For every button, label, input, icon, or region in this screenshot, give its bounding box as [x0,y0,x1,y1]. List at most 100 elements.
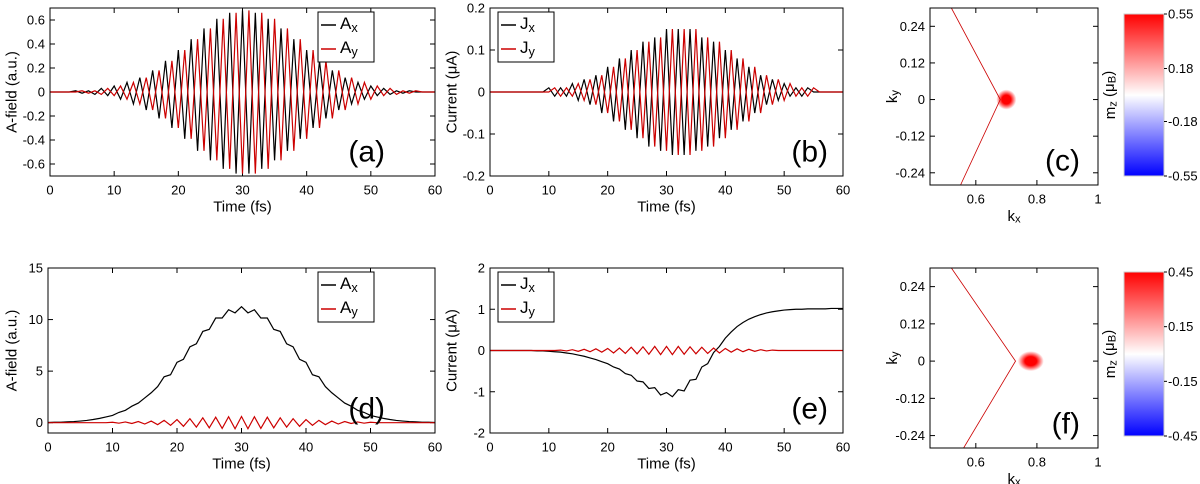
x-tick-label: 1 [1094,192,1101,207]
legend-label: Jx [520,274,536,295]
x-tick-label: 50 [777,440,791,455]
x-tick-label: 20 [171,183,185,198]
panel-label: (b) [791,136,828,169]
x-tick-label: 60 [428,440,442,455]
colorbar-tick-label: -0.55 [1168,169,1198,184]
series-line [50,10,435,174]
plot-frame [49,7,436,177]
y-tick-label: -0.24 [895,428,925,443]
y-tick-label: 0 [478,85,485,100]
x-tick-label: 40 [718,440,732,455]
legend-label: Jx [520,14,536,35]
x-axis-label: kx [1007,208,1021,226]
y-axis-label: Current (μA) [444,309,461,392]
colorbar [1123,271,1165,437]
x-tick-label: 60 [428,183,442,198]
y-tick-label: -1 [473,384,485,399]
legend-label: Ax [340,274,358,295]
plot-area [490,28,843,156]
colorbar-tick-label: 0.55 [1168,7,1193,22]
y-tick-label: 0.24 [900,19,925,34]
x-tick-label: 20 [600,440,614,455]
y-tick-label: 0 [918,354,925,369]
x-axis-label: kx [1007,471,1021,484]
x-tick-label: 0 [46,183,53,198]
x-tick-label: 30 [659,183,673,198]
x-tick-label: 50 [363,440,377,455]
plot-frame [929,7,1099,186]
x-tick-label: 20 [170,440,184,455]
y-tick-label: 10 [29,312,43,327]
x-axis-label: Time (fs) [212,456,271,473]
x-tick-label: 60 [836,440,850,455]
panel-label: (d) [348,393,385,426]
series-line [490,307,843,398]
x-tick-label: 0.6 [967,455,985,470]
y-tick-label: -0.6 [23,157,45,172]
legend-label: Ay [340,38,358,59]
colorbar-tick-label: 0.18 [1168,61,1193,76]
x-tick-label: 40 [299,440,313,455]
series-line [48,415,435,431]
plot-area [951,8,1017,185]
y-tick-label: 2 [478,261,485,276]
y-tick-label: 0 [38,85,45,100]
legend-label: Jy [520,38,536,59]
y-tick-label: 0 [36,415,43,430]
y-tick-label: 0.12 [900,316,925,331]
panel-label: (c) [1045,145,1080,178]
x-tick-label: 20 [600,183,614,198]
colorbar-tick-label: -0.18 [1168,114,1198,129]
x-tick-label: 60 [836,183,850,198]
x-tick-label: 0.6 [967,192,985,207]
y-axis-label: Current (μA) [444,51,461,134]
y-axis-label: ky [884,90,902,104]
x-axis-label: Time (fs) [637,456,696,473]
colorbar-label: mz (μB) [1099,330,1119,378]
plot-frame [929,267,1099,449]
y-axis-label: A-field (a.u.) [4,310,21,392]
x-tick-label: 0.8 [1028,192,1046,207]
colorbar-label: mz (μB) [1099,71,1119,119]
x-axis-label: Time (fs) [637,199,696,216]
x-tick-label: 1 [1094,455,1101,470]
y-tick-label: 0.2 [467,1,485,16]
plot-frame [47,267,436,434]
y-tick-label: 0.12 [900,55,925,70]
x-tick-label: 30 [235,183,249,198]
colorbar [1123,13,1165,177]
y-axis-label: A-field (a.u.) [4,51,21,133]
x-tick-label: 30 [234,440,248,455]
legend-label: Jy [520,298,536,319]
guide-line [951,268,1017,448]
legend-box [317,11,375,63]
x-tick-label: 0.8 [1028,455,1046,470]
y-tick-label: -0.1 [463,127,485,142]
colorbar-tick-label: -0.15 [1168,374,1198,389]
x-tick-label: 30 [659,440,673,455]
y-tick-label: 0 [478,343,485,358]
y-tick-label: 1 [478,302,485,317]
series-line [490,345,843,356]
legend-box [317,271,375,323]
series-line [490,28,843,156]
y-tick-label: 5 [36,364,43,379]
x-tick-label: 0 [44,440,51,455]
legend-label: Ax [340,14,358,35]
y-tick-label: -0.2 [463,169,485,184]
y-tick-label: 0.4 [27,37,45,52]
y-tick-label: 15 [29,261,43,276]
series-line [50,10,435,174]
x-tick-label: 10 [105,440,119,455]
plot-frame [489,267,844,434]
colorbar-tick-label: 0.15 [1168,319,1193,334]
plot-area [50,10,435,174]
plot-area [490,307,843,398]
plot-area [48,305,435,431]
x-tick-label: 10 [542,440,556,455]
legend-box [497,271,555,323]
y-tick-label: 0.24 [900,279,925,294]
x-tick-label: 10 [542,183,556,198]
y-tick-label: -0.4 [23,133,45,148]
plot-area [951,268,1044,448]
